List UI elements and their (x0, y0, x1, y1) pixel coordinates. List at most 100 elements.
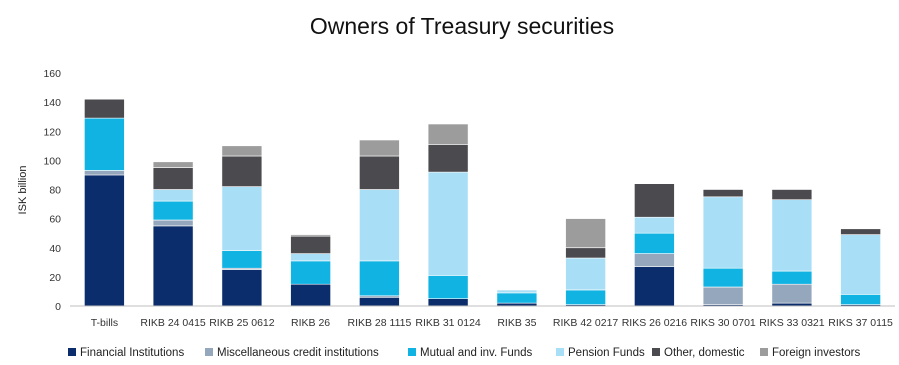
x-tick-label: T-bills (91, 317, 118, 329)
x-tick-label: RIKB 42 0217 (553, 317, 619, 329)
bar-segment (359, 189, 400, 262)
bar-segment (565, 257, 606, 291)
y-tick-label: 140 (43, 97, 61, 109)
bar-stack (565, 218, 606, 307)
legend-item: Miscellaneous credit institutions (205, 347, 379, 359)
x-tick-label: RIKB 31 0124 (415, 317, 481, 329)
bar-stack (634, 183, 675, 307)
bar-segment (702, 196, 744, 269)
bar-segment (771, 189, 813, 200)
legend-label: Mutual and inv. Funds (420, 347, 533, 359)
bar-segment (359, 260, 400, 297)
bar-stack (84, 98, 125, 307)
bar-segment (427, 171, 469, 276)
y-tick-label: 160 (43, 68, 61, 80)
y-tick-label: 0 (55, 301, 61, 313)
x-tick-label: RIKS 30 0701 (690, 317, 756, 329)
y-tick-label: 120 (43, 126, 61, 138)
bar-segment (496, 292, 538, 304)
bar-stack (702, 189, 744, 307)
bar-stack (152, 161, 194, 307)
bar-segment (702, 267, 744, 288)
bars (70, 98, 895, 307)
bar-segment (702, 189, 744, 198)
bar-stack (221, 145, 263, 307)
legend-swatch (652, 348, 660, 356)
legend-item: Mutual and inv. Funds (408, 347, 533, 359)
bar-segment (771, 199, 813, 272)
x-tick-label: RIKS 37 0115 (828, 317, 893, 329)
x-tick-label: RIKB 26 (291, 317, 330, 329)
bar-segment (290, 235, 331, 254)
y-tick-label: 40 (49, 243, 61, 255)
bar-segment (152, 167, 194, 190)
bar-segment (359, 155, 400, 190)
bar-segment (84, 174, 125, 307)
bar-segment (840, 228, 881, 235)
legend-item: Foreign investors (760, 347, 860, 359)
bar-segment (702, 286, 744, 305)
x-tick-label: RIKS 26 0216 (622, 317, 688, 329)
bar-segment (221, 155, 263, 187)
legend-label: Financial Institutions (80, 347, 184, 359)
y-tick-label: 60 (49, 214, 61, 226)
chart-title: Owners of Treasury securities (310, 13, 614, 39)
x-axis-ticks: T-bills RIKB 24 0415 RIKB 25 0612 RIKB 26 RI… (91, 317, 893, 329)
legend-item: Other, domestic (652, 347, 745, 359)
bar-segment (290, 253, 331, 262)
bar-segment (152, 219, 194, 227)
bar-segment (359, 139, 400, 157)
bar-segment (290, 283, 331, 307)
bar-segment (634, 216, 675, 234)
bar-segment (427, 275, 469, 299)
bar-segment (84, 98, 125, 119)
legend-item: Pension Funds (556, 347, 645, 359)
bar-segment (221, 250, 263, 269)
legend-swatch (68, 348, 76, 356)
bar-stack (840, 228, 881, 307)
bar-segment (359, 296, 400, 307)
bar-segment (634, 183, 675, 218)
legend-swatch (408, 348, 416, 356)
y-tick-label: 80 (49, 185, 61, 197)
legend-item: Financial Institutions (68, 347, 184, 359)
bar-segment (84, 117, 125, 171)
legend: Financial Institutions Miscellaneous cred… (68, 347, 860, 359)
bar-segment (634, 266, 675, 307)
bar-segment (771, 283, 813, 304)
bar-segment (427, 144, 469, 173)
bar-segment (634, 232, 675, 254)
bar-segment (565, 247, 606, 259)
y-axis-ticks: 0 20 40 60 80 100 120 140 160 (43, 68, 61, 313)
bar-segment (290, 260, 331, 285)
bar-segment (427, 123, 469, 145)
bar-segment (565, 218, 606, 249)
bar-segment (152, 225, 194, 307)
bar-segment (84, 170, 125, 176)
legend-label: Miscellaneous credit institutions (217, 347, 379, 359)
bar-segment (496, 289, 538, 294)
bar-segment (565, 289, 606, 305)
bar-segment (290, 234, 331, 237)
bar-segment (221, 186, 263, 252)
bar-segment (152, 161, 194, 168)
bar-stack (427, 123, 469, 307)
bar-segment (634, 253, 675, 268)
bar-segment (221, 269, 263, 307)
x-tick-label: RIKB 35 (497, 317, 536, 329)
legend-label: Foreign investors (772, 347, 860, 359)
legend-label: Other, domestic (664, 347, 745, 359)
bar-stack (359, 139, 400, 307)
bar-segment (840, 234, 881, 295)
x-tick-label: RIKB 25 0612 (209, 317, 275, 329)
x-tick-label: RIKB 28 1115 (347, 317, 411, 329)
legend-swatch (205, 348, 213, 356)
legend-label: Pension Funds (568, 347, 645, 359)
bar-segment (152, 200, 194, 221)
y-tick-label: 20 (49, 272, 61, 284)
legend-swatch (760, 348, 768, 356)
y-tick-label: 100 (43, 155, 61, 167)
bar-stack (496, 289, 538, 307)
